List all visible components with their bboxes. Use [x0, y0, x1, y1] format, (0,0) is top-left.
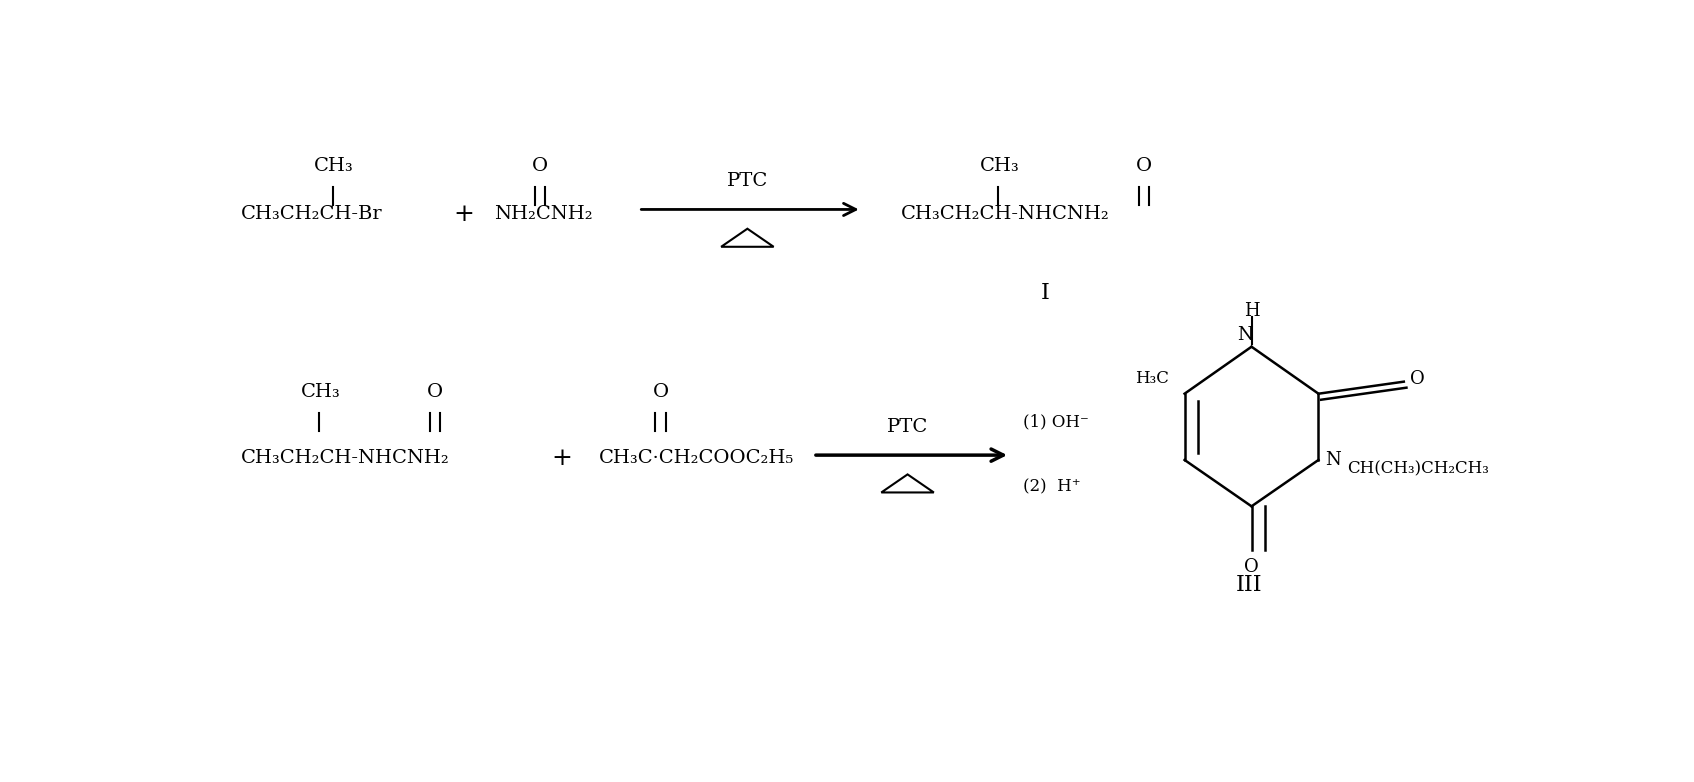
- Text: O: O: [427, 383, 444, 401]
- Text: CH₃: CH₃: [302, 383, 340, 401]
- Text: (2)  H⁺: (2) H⁺: [1023, 478, 1081, 495]
- Text: CH₃CH₂CH-NHCNH₂: CH₃CH₂CH-NHCNH₂: [901, 205, 1110, 224]
- Text: O: O: [1243, 558, 1259, 576]
- Text: CH(CH₃)CH₂CH₃: CH(CH₃)CH₂CH₃: [1347, 461, 1489, 478]
- Text: H₃C: H₃C: [1135, 370, 1169, 387]
- Text: O: O: [1135, 157, 1152, 175]
- Text: NH₂CNH₂: NH₂CNH₂: [495, 205, 593, 224]
- Text: +: +: [552, 447, 573, 470]
- Text: O: O: [652, 383, 669, 401]
- Text: O: O: [1411, 370, 1425, 388]
- Text: CH₃: CH₃: [979, 157, 1020, 175]
- Text: CH₃C·CH₂COOC₂H₅: CH₃C·CH₂COOC₂H₅: [600, 449, 794, 467]
- Text: (1) OH⁻: (1) OH⁻: [1023, 414, 1089, 431]
- Text: H: H: [1243, 302, 1259, 320]
- Text: PTC: PTC: [888, 418, 928, 436]
- Text: +: +: [454, 203, 474, 226]
- Text: CH₃CH₂CH-Br: CH₃CH₂CH-Br: [241, 205, 383, 224]
- Text: N: N: [1237, 326, 1254, 344]
- Text: CH₃CH₂CH-NHCNH₂: CH₃CH₂CH-NHCNH₂: [241, 449, 449, 467]
- Text: CH₃: CH₃: [313, 157, 354, 175]
- Text: III: III: [1235, 573, 1262, 596]
- Text: O: O: [532, 157, 549, 175]
- Text: N: N: [1325, 451, 1340, 469]
- Text: I: I: [1042, 282, 1050, 303]
- Text: PTC: PTC: [727, 172, 767, 190]
